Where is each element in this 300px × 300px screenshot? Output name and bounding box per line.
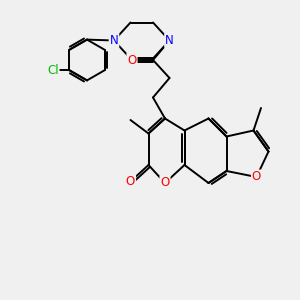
Text: N: N [110, 34, 118, 47]
Text: O: O [128, 53, 136, 67]
Text: O: O [160, 176, 169, 190]
Text: Cl: Cl [47, 64, 58, 77]
Text: O: O [126, 175, 135, 188]
Text: N: N [165, 34, 174, 47]
Text: O: O [252, 170, 261, 184]
